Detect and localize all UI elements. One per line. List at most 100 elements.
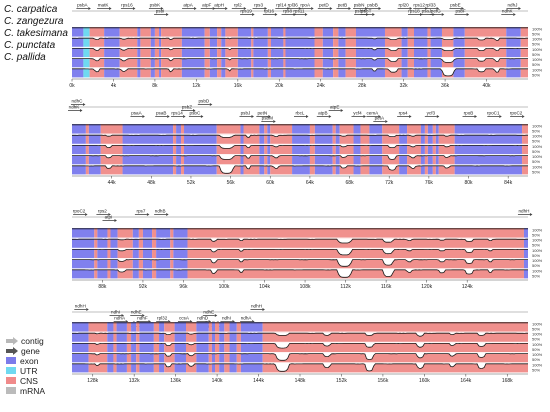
percent-label-50: 50% [532, 347, 540, 352]
exon-region [107, 332, 114, 342]
gene-arrowhead [142, 314, 145, 317]
exon-region [159, 47, 162, 57]
cns-region [225, 37, 238, 47]
gene-label-ndhe: ndhE [131, 310, 142, 315]
exon-region [173, 248, 188, 258]
cns-region [267, 57, 271, 68]
exon-region [122, 144, 174, 154]
exon-region [184, 134, 217, 144]
x-tick-label: 136k [170, 378, 181, 384]
cns-region [407, 154, 421, 165]
x-tick-label: 4k [111, 83, 117, 89]
exon-region [454, 154, 523, 165]
exon-region [116, 362, 127, 373]
cns-region [161, 57, 182, 68]
exon-region [420, 164, 425, 175]
gene-label-petb: petB [338, 3, 347, 8]
exon-region [97, 228, 108, 238]
x-tick-label: 108k [300, 284, 311, 290]
x-tick-label: 80k [464, 180, 473, 186]
exon-region [174, 352, 186, 363]
percent-label-100: 100% [532, 248, 543, 253]
gene-label-rbcl: rbcL [296, 111, 305, 116]
x-tick-label: 104k [259, 284, 270, 290]
exon-region [240, 352, 263, 363]
x-tick-label: 48k [147, 180, 156, 186]
legend-label: UTR [20, 365, 38, 376]
percent-label-50: 50% [532, 367, 540, 372]
x-tick-label: 32k [400, 83, 409, 89]
exon-region [110, 248, 118, 258]
utr-region [83, 57, 90, 68]
gene-label-ycf4: ycf4 [353, 111, 362, 116]
gene-arrowhead [166, 13, 169, 16]
cns-region [186, 362, 197, 373]
cns-region [170, 228, 174, 238]
exon-region [142, 248, 153, 258]
exon-region [240, 144, 244, 154]
cns-region [360, 134, 370, 144]
cns-region [88, 322, 108, 332]
gene-label-psaa: psaA [131, 111, 142, 116]
cns-region [164, 322, 175, 332]
exon-region [267, 124, 271, 134]
percent-label-100: 100% [532, 154, 543, 159]
gene-label-petn: petN [257, 111, 267, 116]
exon-region [523, 238, 528, 248]
cns-region [339, 144, 354, 154]
identity-line [72, 332, 528, 337]
cns-region [360, 154, 370, 165]
exon-region [414, 57, 428, 68]
cns-region [107, 248, 111, 258]
exon-region [369, 144, 383, 154]
exon-region [72, 322, 89, 332]
gene-arrowhead [109, 7, 112, 10]
exon-region [253, 27, 268, 37]
species-label-3: C. takesimana [4, 28, 68, 39]
cns-region [339, 124, 354, 134]
cns-region [187, 258, 524, 269]
cns-region [217, 37, 222, 47]
exon-region [159, 67, 162, 78]
gene-label-ndhe: ndhE [203, 310, 214, 315]
cns-region [117, 228, 133, 238]
percent-label-50: 50% [532, 72, 540, 77]
exon-region [72, 67, 84, 78]
percent-label-50: 50% [532, 62, 540, 67]
exon-region [184, 144, 217, 154]
x-tick-label: 60k [266, 180, 275, 186]
exon-region [335, 124, 340, 134]
gene-label-psbb: psbB [367, 3, 377, 8]
cns-region [217, 27, 222, 37]
cns-region [181, 134, 185, 144]
cns-region [270, 164, 293, 175]
exon-region [430, 47, 442, 57]
identity-gap-area [72, 342, 528, 349]
exon-region [110, 228, 118, 238]
cns-region [243, 124, 260, 134]
exon-region [137, 47, 141, 57]
gene-label-psbc: psbC [190, 111, 201, 116]
x-tick-label: 40k [483, 83, 492, 89]
exon-region [159, 352, 165, 363]
cns-region [186, 352, 197, 363]
exon-region [139, 332, 154, 342]
exon-region [116, 332, 127, 342]
exon-region [369, 154, 383, 165]
exon-region [435, 124, 439, 134]
gene-arrowhead [200, 115, 204, 118]
cns-region [216, 134, 241, 144]
gene-arrowhead [88, 7, 91, 10]
cns-region [119, 27, 138, 37]
exon-region [122, 154, 174, 165]
x-tick-label: 124k [462, 284, 473, 290]
gene-arrowhead [243, 7, 247, 10]
percent-label-50: 50% [532, 32, 540, 37]
percent-label-50: 50% [532, 139, 540, 144]
cns-region [520, 27, 528, 37]
exon-region [430, 57, 442, 68]
cns-region [126, 342, 132, 352]
exon-region [137, 37, 141, 47]
exon-region [240, 362, 263, 373]
